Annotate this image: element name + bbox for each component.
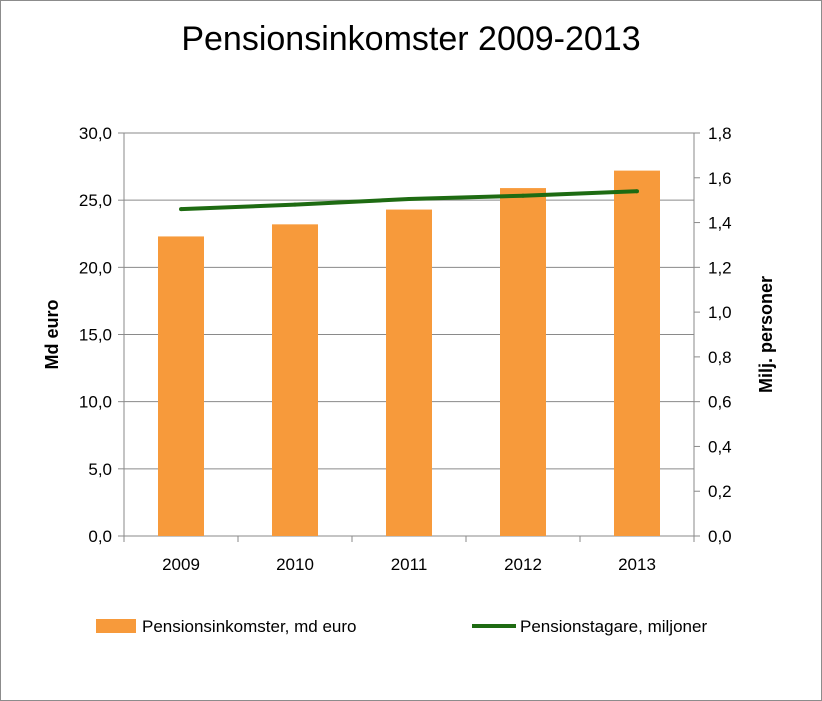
y2-tick-label: 0,8 (708, 348, 732, 367)
y2-tick-label: 0,0 (708, 527, 732, 546)
y2-tick-label: 0,6 (708, 393, 732, 412)
y2-tick-label: 1,8 (708, 124, 732, 143)
axis-labels: 0,0 5,0 10,0 15,0 20,0 25,0 30,0 0,0 0,2 0,4 0,6 0,… (42, 124, 776, 574)
y2-tick-label: 1,4 (708, 214, 732, 233)
bar (272, 224, 318, 536)
chart-title: Pensionsinkomster 2009-2013 (181, 20, 641, 58)
y-tick-label: 20,0 (79, 258, 112, 277)
x-tick-label: 2009 (162, 555, 200, 574)
bar (158, 236, 204, 537)
line-point (635, 189, 639, 194)
y2-tick-label: 1,2 (708, 258, 732, 277)
line-point (407, 197, 411, 202)
y2-tick-label: 0,2 (708, 482, 732, 501)
y-tick-label: 10,0 (79, 393, 112, 412)
x-tick-label: 2010 (276, 555, 314, 574)
y-tick-label: 30,0 (79, 124, 112, 143)
y2-tick-label: 0,4 (708, 437, 732, 456)
line-point (179, 207, 183, 212)
x-tick-label: 2011 (391, 555, 428, 574)
legend: Pensionsinkomster, md euro Pensionstagare… (96, 617, 707, 636)
legend-label-bars: Pensionsinkomster, md euro (142, 617, 357, 636)
bar (614, 170, 660, 536)
x-tick-label: 2013 (618, 555, 656, 574)
y2-axis-title: Milj. personer (756, 276, 776, 393)
y-tick-label: 0,0 (88, 527, 112, 546)
x-tick-label: 2012 (504, 555, 542, 574)
line-point (521, 193, 525, 198)
y2-tick-label: 1,6 (708, 169, 732, 188)
line-series (179, 189, 639, 212)
line-point (293, 202, 297, 207)
bar-series (158, 170, 660, 537)
legend-swatch-bars (96, 619, 136, 633)
y-tick-label: 25,0 (79, 191, 112, 210)
y-tick-label: 15,0 (79, 326, 112, 345)
y-tick-label: 5,0 (88, 460, 112, 479)
bar (386, 209, 432, 536)
y-axis-title: Md euro (42, 299, 62, 369)
legend-label-line: Pensionstagare, miljoner (520, 617, 707, 636)
y2-tick-label: 1,0 (708, 303, 732, 322)
bar (500, 188, 546, 536)
